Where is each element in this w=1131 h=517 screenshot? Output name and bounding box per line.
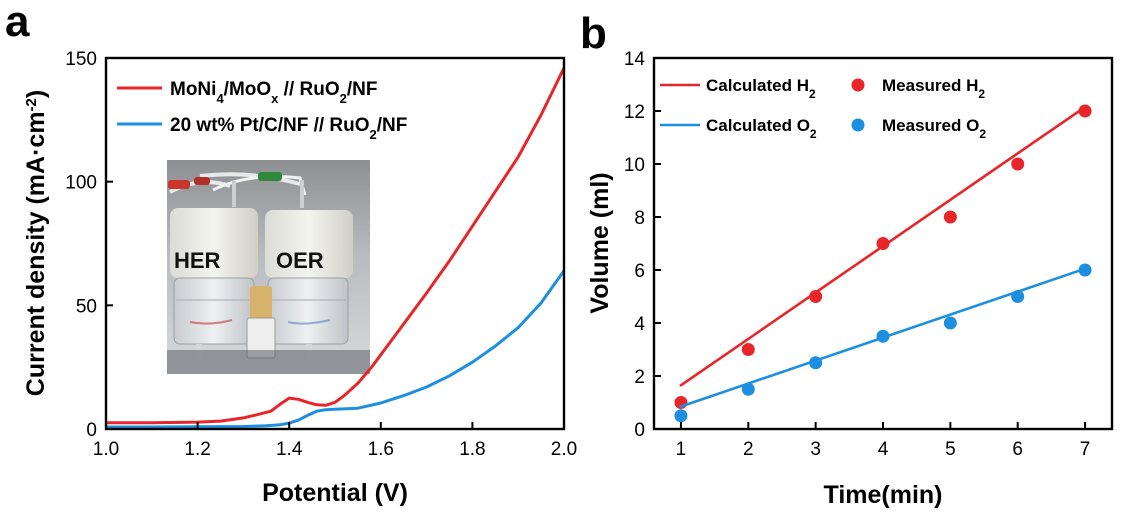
panel-b-ytick-label: 12	[624, 102, 645, 123]
panel-a-ylabel: Current density (mA·cm-2)	[22, 90, 50, 396]
panel-a-xtick-label: 2.0	[551, 439, 577, 460]
point-measured-o2	[943, 316, 957, 330]
panel-a-xtick-label: 1.8	[459, 439, 485, 460]
panel-b-ylabel: Volume (ml)	[586, 172, 614, 313]
point-measured-h2	[809, 290, 823, 303]
panel-b-xlabel: Time(min)	[824, 481, 943, 509]
legend-label-calc-h2: Calculated H2	[706, 76, 816, 101]
point-measured-o2	[809, 356, 823, 370]
panel-a-ytick-label: 50	[76, 296, 97, 317]
panel-b-letter: b	[580, 9, 607, 58]
panel-a-ticks: 1.0 1.2 1.4 1.6 1.8 2.0 0 50 100 150	[65, 49, 577, 460]
panel-a-frame	[104, 56, 566, 431]
legend-label-calc-o2: Calculated O2	[706, 116, 817, 141]
panel-a-xtick-label: 1.2	[184, 439, 210, 460]
panel-b-xtick-label: 1	[676, 439, 687, 460]
legend-swatch-meas-h2	[851, 78, 865, 92]
panel-a-xtick-label: 1.0	[93, 439, 119, 460]
panel-b-series-group	[674, 104, 1092, 423]
panel-b-legend: Calculated H2 Measured H2 Calculated O2 …	[660, 76, 986, 141]
panel-b-xtick-label: 5	[945, 439, 956, 460]
panel-a-xtick-label: 1.4	[276, 439, 303, 460]
panel-a-legend: MoNi4/MoOx // RuO2/NF 20 wt% Pt/C/NF // …	[117, 79, 407, 142]
panel-b-ytick-label: 0	[634, 420, 645, 441]
legend-label-ptc: 20 wt% Pt/C/NF // RuO2/NF	[170, 115, 407, 142]
point-measured-h2	[943, 210, 957, 224]
panel-b-ytick-label: 4	[634, 314, 645, 335]
point-measured-o2	[741, 382, 755, 396]
point-measured-h2	[1078, 104, 1092, 118]
point-measured-h2	[1011, 157, 1025, 171]
panel-a-xtick-label: 1.6	[368, 439, 394, 460]
legend-label-moni4: MoNi4/MoOx // RuO2/NF	[170, 79, 377, 106]
legend-label-meas-h2: Measured H2	[882, 76, 985, 101]
panel-b-xtick-label: 4	[878, 439, 889, 460]
panel-a-series-group	[106, 66, 564, 429]
photo-label-oer: OER	[276, 248, 324, 273]
panel-b-ytick-label: 2	[634, 367, 645, 388]
electrolyzer-photo: HER OER	[167, 160, 370, 374]
panel-b-xtick-label: 7	[1080, 439, 1091, 460]
panel-b-xtick-label: 6	[1012, 439, 1023, 460]
panel-a-ytick-label: 0	[86, 420, 97, 441]
point-measured-o2	[674, 409, 688, 423]
panel-b-ytick-label: 14	[624, 49, 646, 70]
series-line-20-wt-pt-c-nf-ruo2-nf	[106, 269, 564, 429]
photo-label-her: HER	[174, 248, 221, 273]
legend-swatch-meas-o2	[851, 118, 865, 132]
point-measured-h2	[876, 237, 890, 250]
panel-a-ytick-label: 150	[65, 49, 97, 70]
panel-b-ytick-label: 6	[634, 261, 645, 282]
panel-a-ytick-label: 100	[65, 173, 97, 194]
point-measured-h2	[741, 343, 755, 356]
point-measured-o2	[1078, 263, 1092, 277]
panel-a-xlabel: Potential (V)	[262, 479, 408, 507]
panel-b-ytick-label: 10	[624, 155, 645, 176]
panel-b-xtick-label: 2	[743, 439, 754, 460]
panel-b-xtick-label: 3	[810, 439, 821, 460]
point-measured-o2	[1011, 290, 1025, 303]
legend-label-meas-o2: Measured O2	[882, 116, 986, 141]
panel-a-letter: a	[5, 0, 30, 46]
panel-a: a	[5, 0, 577, 507]
point-measured-o2	[876, 329, 890, 343]
series-line-moni4-moox-ruo2-nf	[106, 66, 564, 425]
panel-b-ytick-label: 8	[634, 208, 645, 229]
